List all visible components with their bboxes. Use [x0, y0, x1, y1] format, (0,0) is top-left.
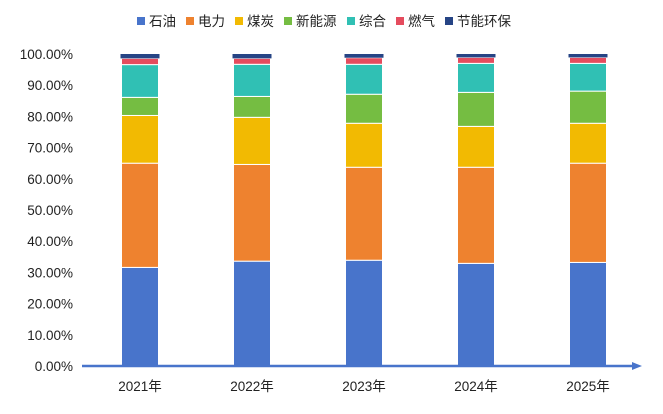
- bar-segment-燃气: [233, 57, 271, 65]
- y-tick-label: 20.00%: [27, 297, 73, 312]
- x-axis-arrow-icon: [632, 362, 642, 370]
- y-axis: 0.00% 10.00% 20.00% 30.00% 40.00% 50.00% 60.00…: [20, 47, 73, 374]
- bar-segment-石油: [345, 259, 383, 367]
- bar-segment-新能源: [457, 91, 495, 127]
- bar-segment-燃气: [457, 56, 495, 64]
- legend-swatch: [186, 17, 194, 25]
- bars: [120, 54, 608, 367]
- x-tick-label: 2024年: [454, 379, 498, 394]
- x-tick-label: 2021年: [118, 379, 162, 394]
- legend: 石油 电力 煤炭 新能源 综合 燃气 节能环保: [137, 13, 511, 29]
- bar-segment-电力: [121, 162, 159, 268]
- y-tick-label: 50.00%: [27, 203, 73, 218]
- bar-segment-节能环保: [232, 54, 272, 59]
- bar-segment-燃气: [121, 57, 159, 66]
- bar-segment-节能环保: [568, 54, 608, 58]
- bar-segment-电力: [569, 162, 607, 263]
- y-tick-label: 80.00%: [27, 109, 73, 124]
- legend-item-电力: 电力: [186, 14, 225, 29]
- bar-stack-2023年: [344, 54, 384, 367]
- bar-segment-新能源: [345, 93, 383, 124]
- legend-label: 综合: [359, 14, 386, 29]
- bar-segment-燃气: [569, 56, 607, 64]
- bar-stack-2021年: [120, 54, 160, 367]
- bar-segment-石油: [121, 266, 159, 367]
- legend-item-燃气: 燃气: [396, 13, 435, 29]
- legend-swatch: [347, 17, 355, 25]
- legend-label: 煤炭: [247, 14, 274, 29]
- bar-segment-石油: [569, 261, 607, 367]
- x-axis: 2021年 2022年 2023年 2024年 2025年: [82, 362, 642, 394]
- bar-segment-综合: [457, 62, 495, 93]
- bar-segment-煤炭: [345, 122, 383, 168]
- bar-segment-电力: [345, 166, 383, 261]
- bar-segment-电力: [457, 166, 495, 264]
- legend-label: 燃气: [408, 13, 435, 29]
- legend-swatch: [396, 17, 404, 25]
- y-tick-label: 100.00%: [20, 47, 73, 62]
- legend-item-石油: 石油: [137, 14, 176, 29]
- y-tick-label: 0.00%: [35, 359, 73, 374]
- bar-segment-综合: [345, 63, 383, 95]
- legend-item-综合: 综合: [347, 14, 386, 29]
- y-tick-label: 90.00%: [27, 78, 73, 93]
- x-tick-label: 2022年: [230, 379, 274, 394]
- legend-swatch: [445, 17, 453, 25]
- legend-label: 石油: [149, 14, 176, 29]
- legend-item-新能源: 新能源: [284, 14, 337, 29]
- y-tick-label: 30.00%: [27, 265, 73, 280]
- bar-segment-石油: [457, 262, 495, 367]
- bar-segment-煤炭: [569, 122, 607, 164]
- bar-segment-燃气: [345, 57, 383, 65]
- bar-segment-节能环保: [344, 54, 384, 58]
- bar-segment-石油: [233, 260, 271, 367]
- legend-label: 新能源: [296, 14, 337, 29]
- y-tick-label: 40.00%: [27, 234, 73, 249]
- bar-segment-节能环保: [120, 54, 160, 59]
- bar-segment-煤炭: [457, 125, 495, 168]
- legend-swatch: [284, 17, 292, 25]
- legend-label: 节能环保: [457, 14, 511, 29]
- legend-swatch: [235, 17, 243, 25]
- legend-swatch: [137, 17, 145, 25]
- bar-segment-综合: [121, 64, 159, 98]
- bar-stack-2022年: [232, 54, 272, 367]
- bar-segment-电力: [233, 163, 271, 262]
- legend-label: 电力: [198, 14, 225, 29]
- x-tick-label: 2025年: [566, 379, 610, 394]
- y-tick-label: 10.00%: [27, 328, 73, 343]
- y-tick-label: 60.00%: [27, 172, 73, 187]
- bar-segment-新能源: [233, 95, 271, 118]
- bar-segment-综合: [233, 63, 271, 97]
- bar-segment-煤炭: [121, 114, 159, 164]
- bar-stack-2025年: [568, 54, 608, 367]
- bar-segment-节能环保: [456, 54, 496, 58]
- bar-segment-综合: [569, 62, 607, 92]
- legend-item-节能环保: 节能环保: [445, 14, 511, 29]
- bar-segment-新能源: [569, 90, 607, 124]
- bar-stack-2024年: [456, 54, 496, 367]
- bar-segment-新能源: [121, 96, 159, 116]
- bar-segment-煤炭: [233, 116, 271, 165]
- y-tick-label: 70.00%: [27, 141, 73, 156]
- x-tick-label: 2023年: [342, 379, 386, 394]
- legend-item-煤炭: 煤炭: [235, 14, 274, 29]
